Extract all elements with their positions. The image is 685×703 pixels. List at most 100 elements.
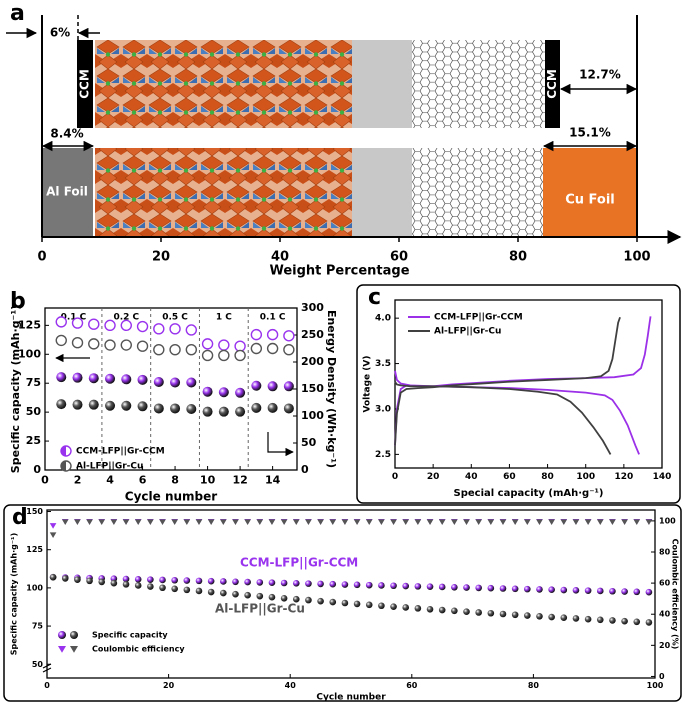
point [250,342,263,355]
point [235,387,246,398]
rate-label: 0.2 C [113,313,139,323]
point [633,519,641,525]
point [283,330,295,342]
point [49,532,57,539]
y-tick-label: 2.5 [375,450,391,460]
point [621,519,628,525]
point [584,615,592,623]
point [317,580,324,588]
y-tick-label: 25 [26,434,41,447]
point [283,403,294,414]
legend-label: CCM-LFP||Gr-CCM [76,447,165,457]
plot-frame [46,509,656,679]
point [402,604,410,611]
x-tick-label: 6 [139,473,147,486]
layer-label: Al Foil [46,185,88,199]
point [266,342,279,355]
point [609,617,616,624]
x-axis-label: Weight Percentage [269,264,409,279]
y-tick-label: 125 [18,318,41,331]
cathode [95,40,352,128]
x-tick-label: 12 [232,473,247,486]
point [61,575,69,582]
point [499,610,507,618]
point [72,372,83,383]
legend-marker [58,631,66,639]
x-tick-label: 40 [285,681,297,690]
point [122,575,130,583]
y-tick-label: 150 [26,507,43,516]
point [121,374,132,385]
point [426,519,434,525]
cathode [95,148,352,237]
point [511,519,519,525]
y2-tick-label: 60 [659,579,671,588]
point [251,380,262,391]
point [317,597,324,605]
y-tick-label: 100 [18,347,41,360]
point [548,519,555,525]
point [153,376,164,387]
point [122,519,130,525]
point [207,577,215,585]
x-tick-label: 100 [576,472,595,482]
point [266,328,279,341]
point [171,576,178,584]
point [218,387,229,398]
point [365,601,373,609]
point [353,519,361,525]
point [220,578,227,585]
point [426,605,434,613]
point [463,608,470,616]
y-tick-label: 3.0 [375,404,391,414]
point [136,340,149,352]
x-tick-label: 80 [541,472,554,482]
point [153,403,164,414]
point [511,585,519,593]
point [341,599,349,607]
point [426,583,434,590]
point [560,519,568,525]
panel-d-frame [3,504,682,702]
point [105,373,116,384]
point [244,591,251,599]
point [283,381,294,392]
point [390,519,397,525]
point [234,340,246,352]
point [305,519,312,525]
point [487,609,495,617]
point [305,580,312,587]
point [195,577,203,585]
point [378,602,385,610]
point [134,519,142,525]
point [292,580,300,587]
point [153,343,165,356]
rate-label: 1 C [216,313,232,323]
axis-break [42,663,52,673]
y2-tick-label: 100 [301,409,324,422]
point [487,584,495,592]
y2-tick-label: 200 [301,355,324,368]
legend-label: Coulombic efficiency [92,645,185,654]
point [572,587,580,594]
panel-c-frame [356,284,681,504]
legend-label: Al-LFP||Gr-Cu [434,327,501,337]
point [572,615,580,622]
point [110,579,118,587]
x-tick-label: 40 [271,250,289,265]
panel-label: b [10,289,26,314]
point [201,338,214,350]
point [55,316,67,328]
y-tick-label: 4.0 [375,314,391,324]
point [159,576,166,584]
point [202,406,213,417]
y-axis-label: Specific capacity (mAh·g⁻¹) [9,305,22,473]
point [402,582,410,590]
point [283,343,295,356]
point [195,587,203,595]
rate-label: 0.1 C [61,313,87,323]
point [71,337,84,349]
point [134,576,142,583]
y-tick-label: 100 [26,583,43,592]
y2-tick-label: 250 [301,328,324,341]
